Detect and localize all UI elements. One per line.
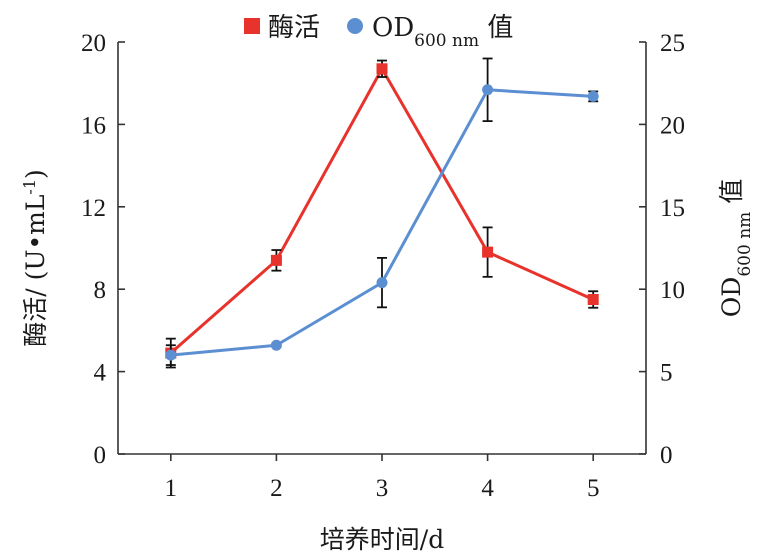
x-tick-label: 2 (270, 475, 283, 502)
legend-marker-enzyme (244, 18, 260, 34)
left-y-tick-label: 4 (94, 360, 107, 387)
data-point (376, 63, 388, 75)
x-tick-label: 1 (165, 475, 178, 502)
series-line (169, 67, 594, 355)
series-layer (165, 57, 599, 369)
data-point (587, 90, 599, 102)
right-y-tick-label: 10 (660, 277, 685, 304)
left-y-tick-label: 12 (81, 195, 106, 222)
left-y-tick-label: 20 (81, 30, 106, 57)
x-axis-label: 培养时间/d (320, 525, 444, 554)
x-ticks: 1 2 3 4 5 (165, 454, 600, 502)
legend-marker-od (347, 18, 363, 34)
left-y-tick-label: 16 (81, 112, 106, 139)
left-y-axis-label: 酶活/ (U•mL-1) (20, 169, 51, 347)
legend: 酶活 OD600 nm 值 (244, 13, 513, 51)
series-line (170, 88, 594, 357)
x-tick-label: 4 (481, 475, 494, 502)
right-y-ticks: 0 5 10 15 20 25 (639, 30, 685, 469)
data-point (270, 254, 282, 266)
left-y-tick-label: 8 (94, 277, 107, 304)
data-point (482, 246, 494, 258)
data-point (165, 349, 177, 361)
data-point (482, 84, 494, 96)
x-tick-label: 3 (376, 475, 389, 502)
right-y-tick-label: 15 (660, 195, 685, 222)
right-y-tick-label: 5 (660, 360, 673, 387)
right-y-tick-label: 25 (660, 30, 685, 57)
data-point (376, 277, 388, 289)
legend-label-od: OD600 nm 值 (372, 13, 513, 51)
right-y-tick-label: 20 (660, 112, 685, 139)
data-point (587, 294, 599, 305)
right-y-tick-label: 0 (660, 442, 673, 469)
left-y-tick-label: 0 (94, 442, 107, 469)
x-tick-label: 5 (587, 475, 600, 502)
series-enzyme-activity (165, 59, 599, 369)
legend-label-enzyme: 酶活 (268, 13, 320, 43)
right-y-axis-label: OD600 nm 值 (717, 179, 755, 317)
data-point (270, 339, 282, 351)
series-od600 (165, 57, 599, 366)
left-y-ticks: 0 4 8 12 16 20 (81, 30, 125, 469)
